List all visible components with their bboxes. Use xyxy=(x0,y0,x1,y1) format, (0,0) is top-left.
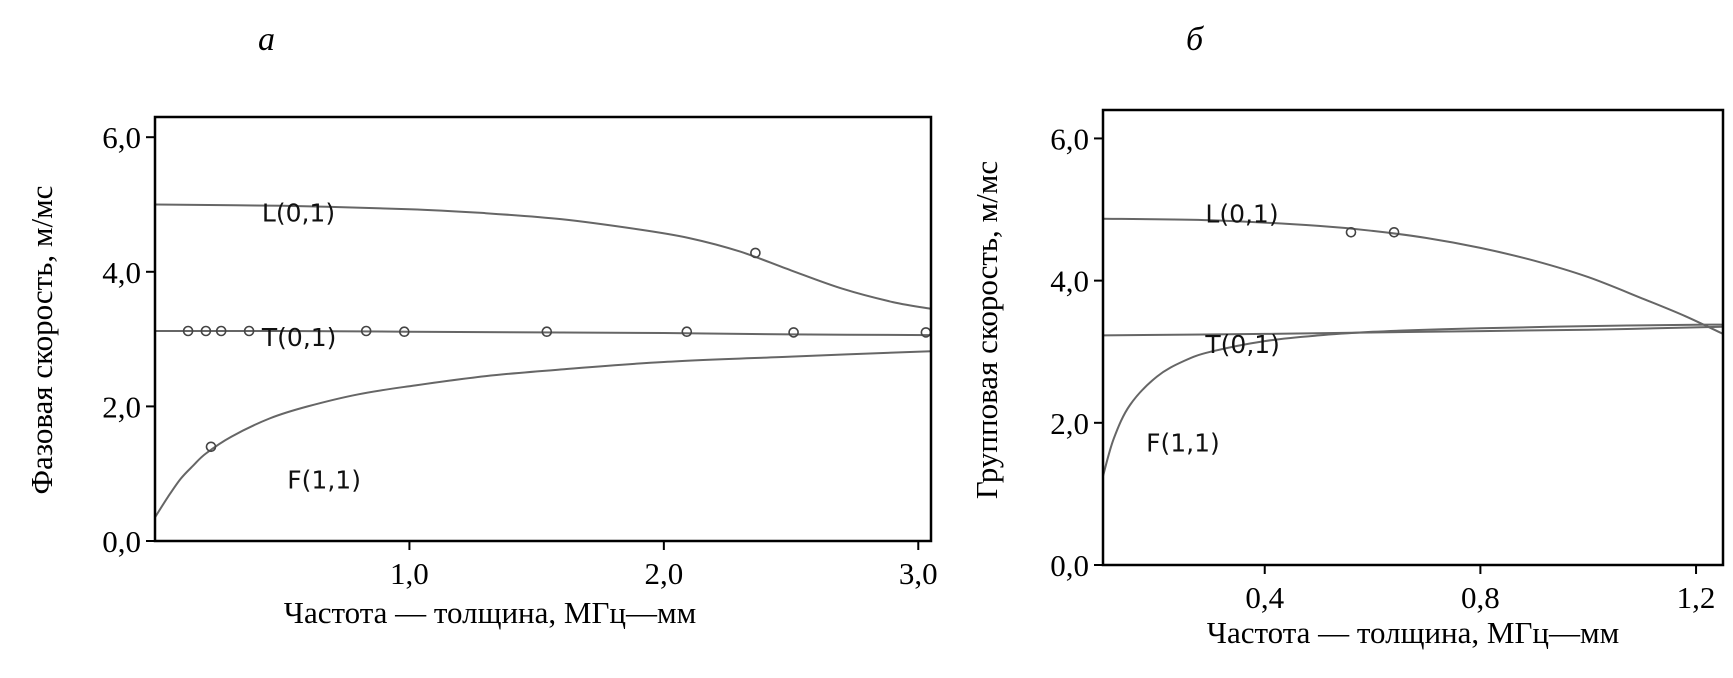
panel-a-y-tick-label-3: 6,0 xyxy=(102,120,141,155)
panel-a-point-t-0-1-7 xyxy=(681,326,693,338)
panel-b-group-velocity: б 0,4 0,8 1,2 0,0 2,0 4,0 6,0 L(0,1) T(0,1) F(1,… xyxy=(969,21,1725,650)
panel-a-x-tick-label-1: 2,0 xyxy=(644,556,683,591)
panel-b-curves xyxy=(1102,217,1724,477)
panel-b-x-axis-title: Частота — толщина, МГц—мм xyxy=(1207,615,1619,650)
panel-a-label-t-0-1: T(0,1) xyxy=(261,323,337,352)
panel-a-y-tick-label-1: 2,0 xyxy=(102,389,141,424)
panel-a-x-tick-label-2: 3,0 xyxy=(899,556,938,591)
panel-b-x-tick-label-2: 1,2 xyxy=(1677,580,1716,615)
panel-a-ticks: 1,0 2,0 3,0 0,0 2,0 4,0 6,0 xyxy=(102,120,937,591)
panel-a-point-t-0-1-5 xyxy=(398,326,410,338)
panel-b-y-tick-label-0: 0,0 xyxy=(1050,548,1089,583)
panel-a-plot-frame xyxy=(153,115,933,543)
panel-a-point-t-0-1-4 xyxy=(360,325,372,337)
panel-b-ticks: 0,4 0,8 1,2 0,0 2,0 4,0 6,0 xyxy=(1050,121,1715,615)
panel-a-label: а xyxy=(258,21,275,58)
panel-b-y-tick-label-1: 2,0 xyxy=(1050,406,1089,441)
panel-b-y-tick-label-3: 6,0 xyxy=(1050,121,1089,156)
panel-b-curve-labels: L(0,1) T(0,1) F(1,1) xyxy=(1146,199,1280,457)
panel-a-y-axis-title: Фазовая скорость, м/мс xyxy=(24,186,59,495)
panel-b-label-f-1-1: F(1,1) xyxy=(1146,428,1220,457)
panel-b-point-l-0-1-0 xyxy=(1345,227,1357,238)
panel-a-point-t-0-1-1 xyxy=(200,325,212,337)
panel-a-curves xyxy=(154,203,932,518)
panel-b-point-l-0-1-1 xyxy=(1388,227,1400,238)
panel-b-y-axis-title: Групповая скорость, м/мс xyxy=(969,161,1004,499)
panel-b-label-t-0-1: T(0,1) xyxy=(1204,330,1280,359)
panel-b-curve-t-0-1 xyxy=(1102,325,1724,337)
panel-a-point-t-0-1-3 xyxy=(243,325,255,337)
panel-b-markers xyxy=(1345,227,1400,238)
panel-b-curve-l-0-1 xyxy=(1102,217,1724,335)
panel-a-curve-t-0-1 xyxy=(154,329,932,337)
panel-a-markers xyxy=(182,247,932,453)
panel-a-y-tick-label-2: 4,0 xyxy=(102,255,141,290)
panel-a-point-f-1-1-0 xyxy=(205,441,217,453)
panel-b-label: б xyxy=(1186,21,1205,58)
panel-a-point-t-0-1-0 xyxy=(182,325,194,337)
panel-b-x-tick-label-0: 0,4 xyxy=(1245,580,1284,615)
panel-a-label-f-1-1: F(1,1) xyxy=(287,466,361,495)
panel-a-phase-velocity: а 1,0 2,0 3,0 0,0 2,0 4,0 6,0 L(0,1) T(0,1) F(1,… xyxy=(24,21,938,630)
panel-b-y-tick-label-2: 4,0 xyxy=(1050,264,1089,299)
panel-a-point-t-0-1-8 xyxy=(788,327,799,338)
panel-b-plot-frame xyxy=(1101,108,1725,567)
panel-a-label-l-0-1: L(0,1) xyxy=(262,198,335,227)
panel-a-x-tick-label-0: 1,0 xyxy=(390,556,429,591)
panel-a-point-l-0-1-0 xyxy=(750,247,761,259)
panel-a-x-axis-title: Частота — толщина, МГц—мм xyxy=(284,595,696,630)
panel-a-curve-l-0-1 xyxy=(154,203,932,310)
panel-b-label-l-0-1: L(0,1) xyxy=(1205,199,1278,228)
panel-a-point-t-0-1-6 xyxy=(541,326,553,338)
panel-a-curve-labels: L(0,1) T(0,1) F(1,1) xyxy=(261,198,361,494)
panel-b-x-tick-label-1: 0,8 xyxy=(1461,580,1500,615)
panel-a-curve-f-1-1 xyxy=(154,350,932,518)
panel-a-y-tick-label-0: 0,0 xyxy=(102,524,141,559)
panel-b-curve-f-1-1 xyxy=(1102,323,1724,477)
panel-a-point-t-0-1-2 xyxy=(215,325,227,337)
